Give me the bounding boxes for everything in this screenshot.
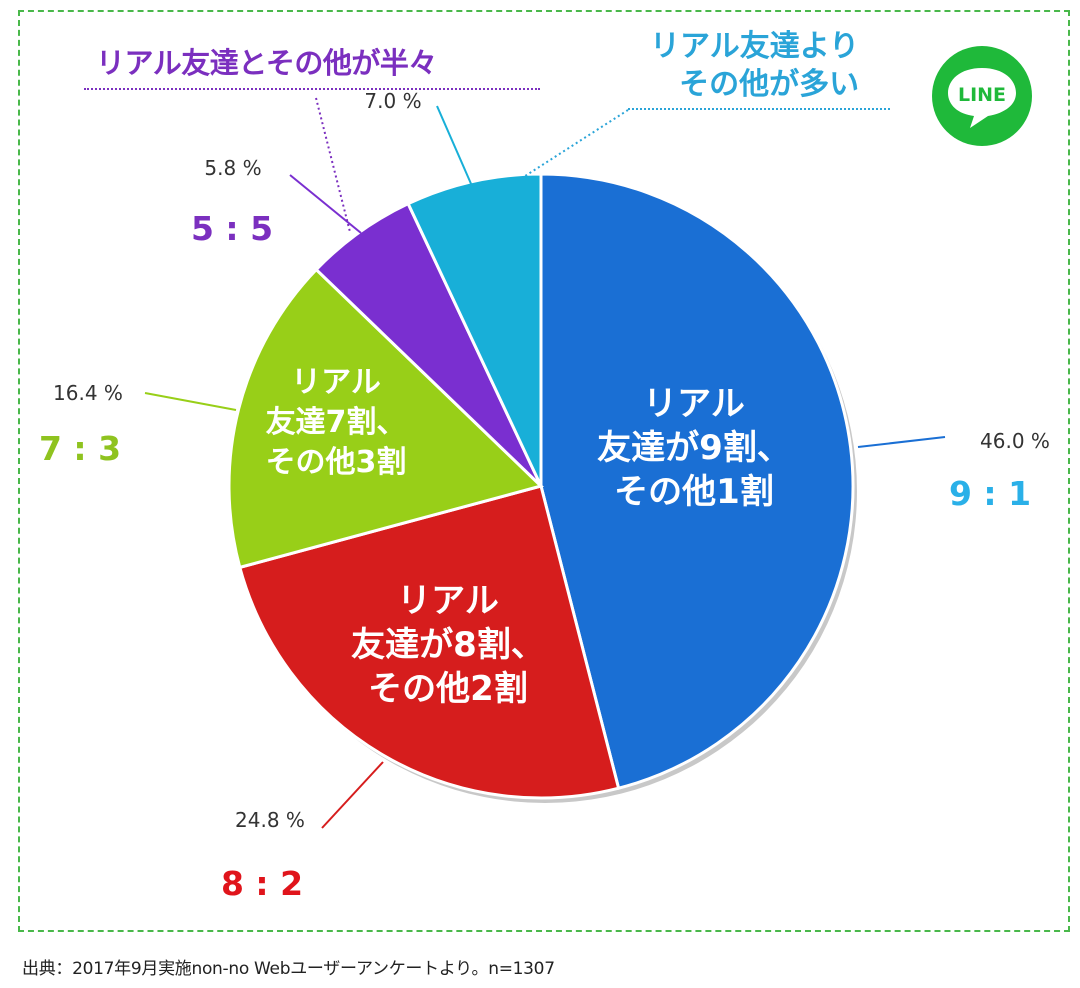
slice-ratio-label: 7 : 3 <box>39 429 121 468</box>
slice-inner-label: リアル <box>291 365 381 400</box>
pie-slice <box>237 484 621 800</box>
slice-inner-label: その他1割 <box>614 472 774 512</box>
chart-frame <box>18 10 1070 932</box>
slice-ratio-label: 5 : 5 <box>191 209 273 248</box>
slice-percent-label: 46.0 % <box>980 429 1050 453</box>
slice-percent-label: 16.4 % <box>53 381 123 405</box>
pie-slice <box>539 172 855 791</box>
annotation-more-pointer <box>521 109 629 179</box>
slice-inner-label: 友達7割、 <box>266 405 407 440</box>
slice-inner-label: その他2割 <box>368 669 528 709</box>
slice-ratio-label: 9 : 1 <box>949 474 1031 513</box>
leader-line <box>857 436 946 448</box>
annotation-half-underline <box>84 88 540 90</box>
source-note: 出典：2017年9月実施non-no Webユーザーアンケートより。n=1307 <box>22 959 555 979</box>
annotation-more-other: リアル友達より その他が多い <box>650 28 859 103</box>
line-logo-icon: LINE <box>932 46 1032 146</box>
annotation-half: リアル友達とその他が半々 <box>96 46 437 80</box>
leader-line <box>289 174 362 234</box>
annotation-more-line1: リアル友達より <box>650 29 860 64</box>
line-logo-bubble <box>948 68 1016 128</box>
slice-percent-label: 24.8 % <box>235 808 305 832</box>
slice-percent-label: 7.0 % <box>364 89 421 113</box>
leader-line <box>144 392 237 411</box>
slice-inner-label: 友達が8割、 <box>351 625 545 665</box>
line-logo-text: LINE <box>958 84 1006 106</box>
slice-percent-label: 5.8 % <box>204 156 261 180</box>
slice-inner-label: リアル <box>397 581 499 621</box>
slice-ratio-label: 8 : 2 <box>221 864 303 903</box>
slice-inner-label: リアル <box>643 384 745 424</box>
slice-inner-label: その他3割 <box>266 445 407 480</box>
leader-line <box>321 761 384 829</box>
annotation-more-underline <box>628 108 890 110</box>
leader-line <box>436 105 473 187</box>
annotation-half-pointer <box>315 97 351 233</box>
annotation-more-line2: その他が多い <box>679 66 860 102</box>
pie-slice <box>227 267 544 570</box>
pie-slice <box>406 172 543 487</box>
slice-inner-label: 友達が9割、 <box>597 428 791 468</box>
